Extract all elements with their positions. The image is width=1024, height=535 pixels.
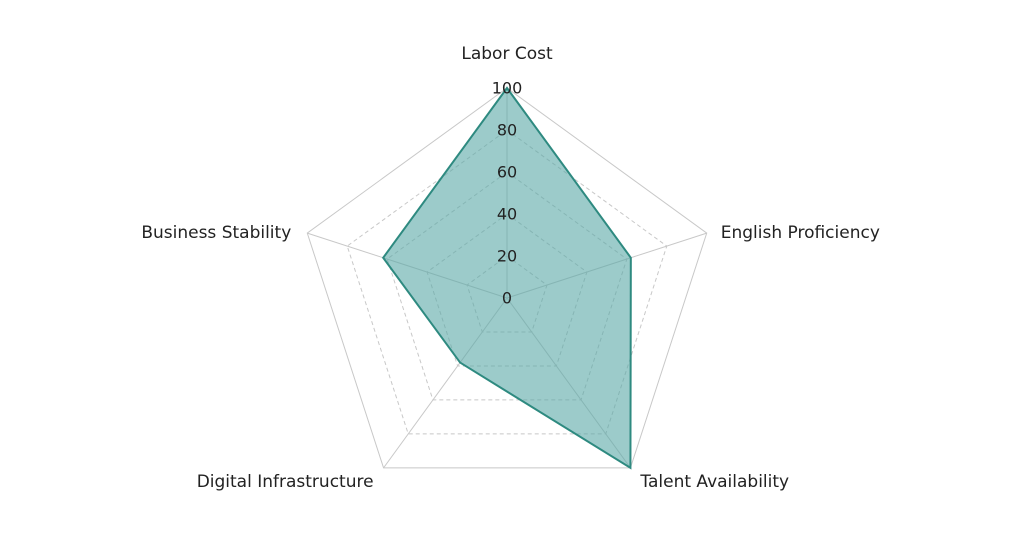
axis-label-1: English Proficiency [721,223,880,243]
tick-label-60: 60 [497,163,517,182]
axis-label-0: Labor Cost [461,44,553,64]
axis-label-2: Talent Availability [639,472,789,492]
tick-label-100: 100 [492,79,523,98]
data-area-0 [381,86,632,470]
grid-ring-100 [306,87,708,469]
tick-label-40: 40 [497,205,517,224]
grid-ring-80 [346,129,668,435]
axis-label-4: Business Stability [141,223,291,243]
tick-layer: 0 20 40 60 80 100 [492,79,523,308]
axis-label-3: Digital Infrastructure [197,472,374,492]
axis-label-layer: Labor Cost English Proficiency Talent Avai… [141,44,880,492]
tick-label-20: 20 [497,247,517,266]
tick-label-80: 80 [497,121,517,140]
tick-label-0: 0 [502,289,512,308]
data-layer [381,86,632,470]
